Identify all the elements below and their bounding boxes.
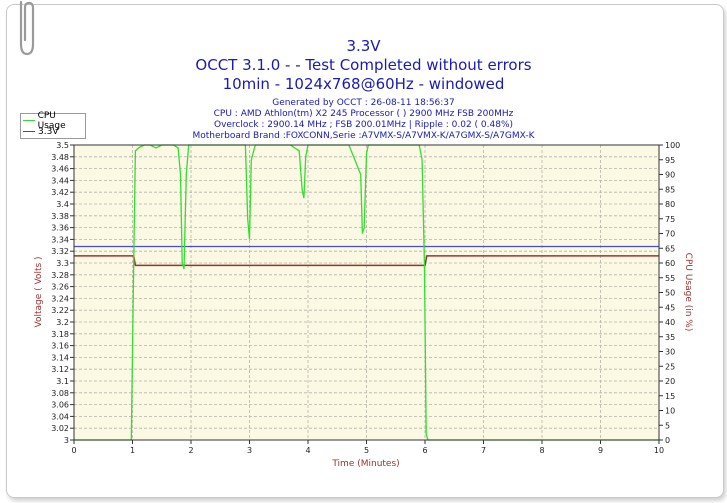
y-right-tick-label: 0 <box>665 436 670 445</box>
y-right-tick-label: 90 <box>665 171 675 180</box>
y-right-tick-label: 40 <box>665 318 675 327</box>
x-tick-label: 1 <box>130 446 135 455</box>
y-left-tick-label: 3.36 <box>51 224 69 233</box>
y-left-tick-label: 3.38 <box>51 212 69 221</box>
y-right-tick-label: 25 <box>665 362 675 371</box>
info-cpu: CPU : AMD Athlon(tm) X2 245 Processor ( … <box>213 109 514 119</box>
y-left-tick-label: 3.08 <box>51 389 69 398</box>
y-left-tick-label: 3.28 <box>51 271 69 280</box>
y-axis-label-right: CPU Usage (in %) <box>683 253 693 332</box>
y-right-tick-label: 45 <box>665 303 675 312</box>
x-tick-label: 10 <box>654 446 664 455</box>
y-right-tick-label: 15 <box>665 392 675 401</box>
y-right-tick-label: 35 <box>665 333 675 342</box>
y-left-tick-label: 3.26 <box>51 283 69 292</box>
x-tick-label: 5 <box>364 446 369 455</box>
x-axis-label: Time (Minutes) <box>331 459 399 469</box>
legend-swatch-cpu-usage <box>23 120 35 121</box>
x-tick-label: 8 <box>539 446 544 455</box>
y-left-tick-label: 3.24 <box>51 294 69 303</box>
y-left-tick-label: 3.32 <box>51 247 69 256</box>
legend-item-voltage: 3.3V <box>23 126 58 137</box>
y-left-tick-label: 3.06 <box>51 401 69 410</box>
info-generated: Generated by OCCT : 26-08-11 18:56:37 <box>272 98 455 108</box>
y-right-tick-label: 10 <box>665 407 675 416</box>
plot-border <box>73 144 660 441</box>
y-left-tick-label: 3.48 <box>51 153 69 162</box>
y-right-tick-label: 30 <box>665 348 675 357</box>
y-left-tick-label: 3.02 <box>51 424 69 433</box>
grid <box>74 145 659 440</box>
y-left-tick-label: 3.44 <box>51 176 69 185</box>
y-left-tick-label: 3.5 <box>56 141 69 150</box>
x-tick-label: 2 <box>188 446 193 455</box>
x-tick-label: 3 <box>247 446 252 455</box>
chart-title: 3.3V <box>346 37 381 55</box>
info-motherboard: Motherboard Brand :FOXCONN,Serie :A7VMX-… <box>192 131 535 141</box>
y-left-tick-label: 3.16 <box>51 342 69 351</box>
y-left-tick-label: 3 <box>64 436 69 445</box>
y-right-tick-label: 95 <box>665 156 675 165</box>
y-right-tick-label: 5 <box>665 421 670 430</box>
legend-swatch-voltage <box>23 131 35 132</box>
y-left-tick-label: 3.46 <box>51 165 69 174</box>
axis-ticks: 0 1 2 3 4 5 6 7 8 9 1033.023.043.063.083.13.123.14… <box>51 141 680 455</box>
y-right-tick-label: 20 <box>665 377 675 386</box>
y-right-tick-label: 55 <box>665 274 675 283</box>
y-right-tick-label: 80 <box>665 200 675 209</box>
x-tick-label: 6 <box>422 446 427 455</box>
y-right-tick-label: 70 <box>665 230 675 239</box>
x-tick-label: 7 <box>481 446 486 455</box>
y-right-tick-label: 75 <box>665 215 675 224</box>
legend-label-cpu-usage: CPU Usage <box>37 110 66 131</box>
x-tick-label: 4 <box>305 446 310 455</box>
y-left-tick-label: 3.12 <box>51 365 69 374</box>
y-left-tick-label: 3.22 <box>51 306 69 315</box>
y-right-tick-label: 65 <box>665 244 675 253</box>
y-right-tick-label: 100 <box>665 141 680 150</box>
y-left-tick-label: 3.4 <box>56 200 69 209</box>
y-right-tick-label: 85 <box>665 185 675 194</box>
y-left-tick-label: 3.1 <box>56 377 69 386</box>
y-right-tick-label: 60 <box>665 259 675 268</box>
x-tick-label: 0 <box>71 446 76 455</box>
y-left-tick-label: 3.3 <box>56 259 69 268</box>
chart-legend: CPU Usage 3.3V <box>20 111 86 139</box>
info-overclock: Overclock : 2900.14 MHz ; FSB 200.01MHz … <box>213 120 514 130</box>
x-tick-label: 9 <box>598 446 603 455</box>
y-left-tick-label: 3.34 <box>51 235 69 244</box>
y-left-tick-label: 3.42 <box>51 188 69 197</box>
paperclip-icon <box>19 0 35 56</box>
y-left-tick-label: 3.2 <box>56 318 69 327</box>
y-left-tick-label: 3.04 <box>51 412 69 421</box>
y-axis-label-left: Voltage ( Volts ) <box>34 256 44 327</box>
chart-subtitle-status: OCCT 3.1.0 - - Test Completed without er… <box>195 56 532 74</box>
y-left-tick-label: 3.18 <box>51 330 69 339</box>
series-line-voltage <box>74 255 659 267</box>
legend-label-voltage: 3.3V <box>38 126 59 137</box>
y-right-tick-label: 50 <box>665 289 675 298</box>
chart-subtitle-config: 10min - 1024x768@60Hz - windowed <box>222 75 505 93</box>
y-left-tick-label: 3.14 <box>51 353 69 362</box>
legend-item-cpu-usage: CPU Usage <box>23 111 85 131</box>
